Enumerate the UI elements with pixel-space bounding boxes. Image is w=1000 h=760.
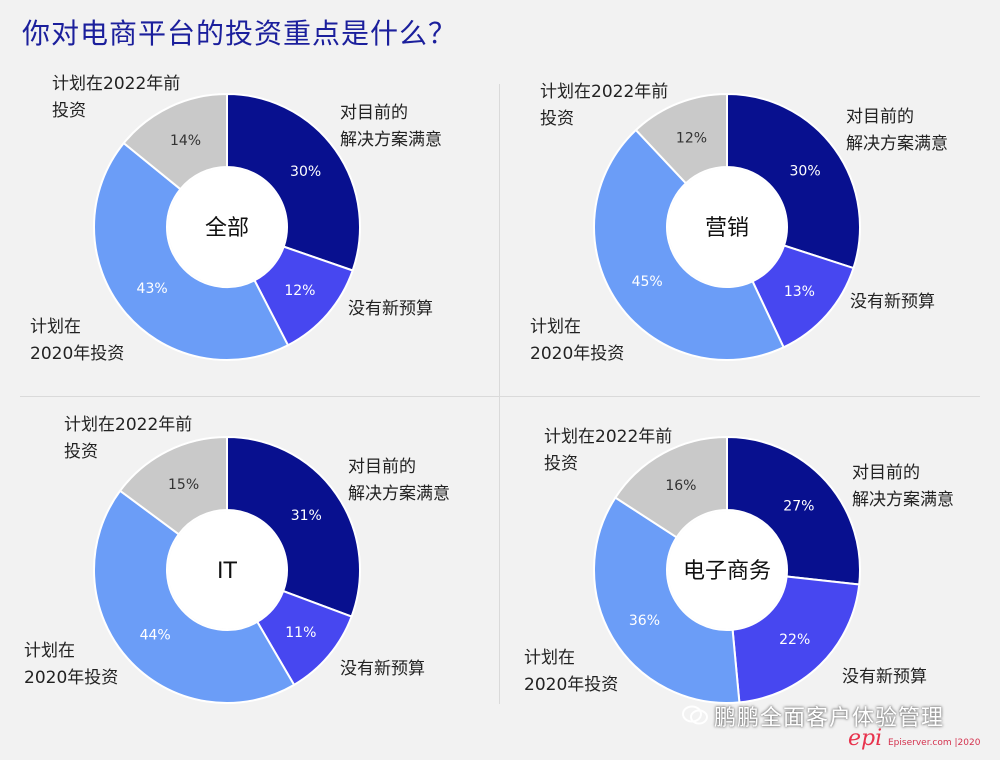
horizontal-divider [20,396,980,397]
chart2-label-plan2022: 计划在2022年前 投资 [540,82,669,129]
watermark-text: 鹏鹏全面客户体验管理 [714,706,945,731]
chart3-label-plan2022: 计划在2022年前 投资 [64,415,193,462]
chart2-value-plan2022: 12% [676,130,707,146]
chart2-slice-plan2020 [593,128,785,361]
chart2-label-plan2020: 计划在 2020年投资 [530,317,625,364]
chart3-slice-plan2020 [93,489,296,704]
chart2-label-satisfied: 对目前的 解决方案满意 [846,107,948,154]
chart1-label-satisfied: 对目前的 解决方案满意 [340,103,442,150]
chart4-value-plan2022: 16% [665,478,696,494]
chart4-slice-plan2022 [614,435,728,539]
chart2-center [668,168,786,286]
chart4-label-plan2022: 计划在2022年前 投资 [544,427,673,474]
page-title: 你对电商平台的投资重点是什么？ [22,17,458,50]
chart4-center [668,511,786,629]
wechat-icon [682,705,708,725]
chart1-value-plan2022: 14% [170,133,201,149]
chart4-label-plan2020: 计划在 2020年投资 [524,648,619,695]
chart1-label-plan2022: 计划在2022年前 投资 [52,74,181,121]
chart4-label-no-budget: 没有新预算 [842,667,927,687]
chart4-value-no-budget: 22% [779,632,810,648]
chart3-value-plan2020: 44% [140,627,171,643]
chart1-value-satisfied: 30% [290,164,321,180]
chart4-slice-satisfied [726,435,861,586]
chart3-label-plan2020: 计划在 2020年投资 [24,641,119,688]
chart2-value-satisfied: 30% [790,163,821,179]
chart4-value-satisfied: 27% [783,499,814,515]
chart2-value-plan2020: 45% [632,274,663,290]
chart3-label-no-budget: 没有新预算 [340,659,425,679]
chart3-value-plan2022: 15% [168,477,199,493]
chart2-value-no-budget: 13% [784,284,815,300]
chart3-center-label: IT [217,559,237,584]
chart1-slice-plan2022 [122,92,228,191]
vertical-divider [499,84,500,704]
chart3-value-no-budget: 11% [285,625,316,641]
chart1-slice-plan2020 [93,141,290,361]
chart4-label-satisfied: 对目前的 解决方案满意 [852,463,954,510]
chart1-center [168,168,286,286]
chart3-value-satisfied: 31% [291,508,322,524]
chart2-slice-plan2022 [634,92,728,185]
chart4-slice-no-budget [731,575,861,704]
chart3-center [168,511,286,629]
chart1-label-no-budget: 没有新预算 [348,299,433,319]
chart1-slice-satisfied [226,92,361,272]
chart1-center-label: 全部 [205,216,249,241]
chart1-value-plan2020: 43% [137,281,168,297]
chart2-label-no-budget: 没有新预算 [850,292,935,312]
chart1-label-plan2020: 计划在 2020年投资 [30,317,125,364]
chart4-value-plan2020: 36% [629,613,660,629]
chart2-center-label: 营销 [705,216,749,241]
footer-source: Episerver.com |2020 [888,738,981,748]
episerver-logo: epi [848,726,883,751]
chart1-value-no-budget: 12% [284,283,315,299]
chart3-slice-satisfied [226,435,361,618]
chart3-slice-plan2022 [118,435,228,536]
chart4-slice-plan2020 [593,496,741,704]
chart2-slice-satisfied [726,92,861,270]
chart4-center-label: 电子商务 [683,559,771,584]
chart3-label-satisfied: 对目前的 解决方案满意 [348,457,450,504]
